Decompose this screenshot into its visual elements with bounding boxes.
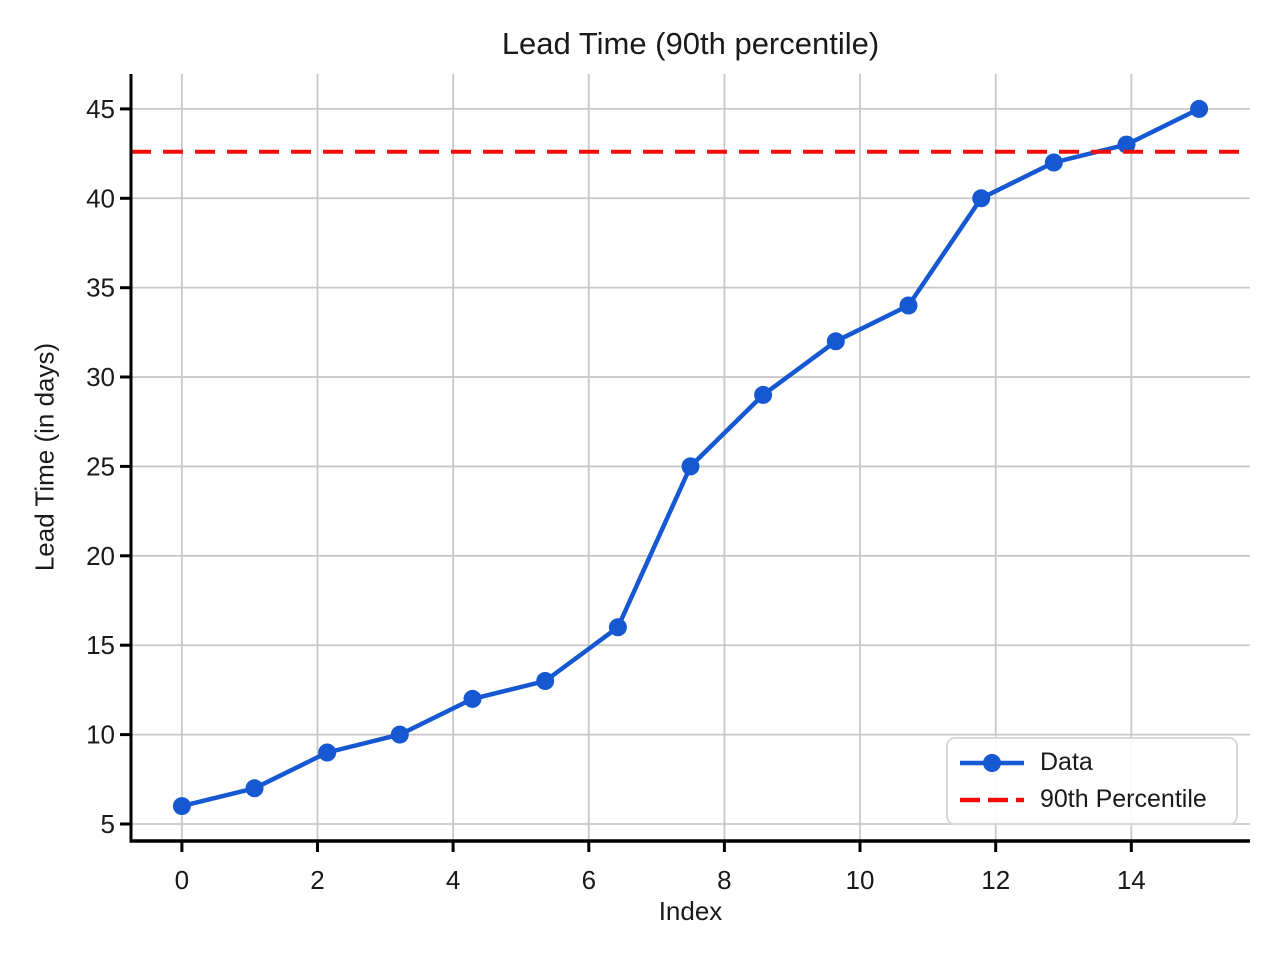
legend-item-data: Data	[960, 748, 1224, 777]
svg-text:25: 25	[86, 451, 115, 481]
svg-text:6: 6	[582, 865, 596, 895]
data-line-swatch-icon	[960, 753, 1024, 772]
svg-text:2: 2	[310, 865, 324, 895]
svg-text:45: 45	[86, 94, 115, 124]
svg-text:10: 10	[846, 865, 875, 895]
svg-text:0: 0	[175, 865, 189, 895]
y-axis-label: Lead Time (in days)	[29, 342, 60, 572]
legend-item-percentile: 90th Percentile	[960, 785, 1224, 814]
svg-text:40: 40	[86, 183, 115, 213]
svg-text:5: 5	[101, 809, 115, 839]
svg-text:12: 12	[981, 865, 1010, 895]
legend-label-data: Data	[1040, 748, 1093, 776]
svg-text:30: 30	[86, 362, 115, 392]
svg-text:4: 4	[446, 865, 460, 895]
chart-title: Lead Time (90th percentile)	[501, 26, 880, 61]
svg-text:35: 35	[86, 273, 115, 303]
legend: Data 90th Percentile	[946, 737, 1238, 825]
dashed-line-swatch-icon	[960, 797, 1024, 802]
x-axis-label: Index	[658, 896, 723, 926]
svg-text:10: 10	[86, 720, 115, 750]
legend-label-percentile: 90th Percentile	[1040, 785, 1207, 813]
svg-text:8: 8	[717, 865, 731, 895]
svg-text:15: 15	[86, 630, 115, 660]
svg-text:14: 14	[1117, 865, 1146, 895]
svg-text:20: 20	[86, 541, 115, 571]
